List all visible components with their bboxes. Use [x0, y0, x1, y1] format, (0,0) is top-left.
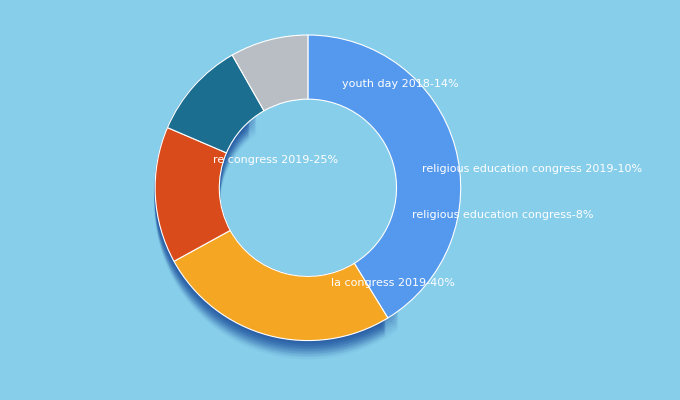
Polygon shape	[155, 64, 398, 340]
Polygon shape	[155, 75, 385, 342]
Wedge shape	[155, 128, 231, 261]
Polygon shape	[155, 67, 398, 343]
Polygon shape	[155, 82, 385, 348]
Wedge shape	[174, 230, 388, 340]
Polygon shape	[155, 83, 385, 350]
Text: religious education congress-8%: religious education congress-8%	[412, 210, 593, 220]
Polygon shape	[155, 78, 385, 344]
Text: la congress 2019-40%: la congress 2019-40%	[331, 278, 455, 288]
Polygon shape	[155, 77, 398, 354]
Polygon shape	[155, 87, 385, 354]
Text: religious education congress 2019-10%: religious education congress 2019-10%	[422, 164, 643, 174]
Wedge shape	[233, 35, 308, 111]
Polygon shape	[155, 70, 398, 346]
Polygon shape	[155, 86, 385, 352]
Text: youth day 2018-14%: youth day 2018-14%	[341, 79, 458, 89]
Wedge shape	[308, 35, 460, 318]
Text: re congress 2019-25%: re congress 2019-25%	[214, 155, 339, 165]
Polygon shape	[155, 80, 385, 347]
Polygon shape	[155, 72, 398, 348]
Polygon shape	[155, 76, 385, 343]
Polygon shape	[155, 74, 385, 340]
Polygon shape	[155, 75, 398, 351]
Polygon shape	[155, 84, 385, 351]
Polygon shape	[155, 88, 385, 355]
Polygon shape	[155, 79, 385, 346]
Wedge shape	[167, 55, 264, 153]
